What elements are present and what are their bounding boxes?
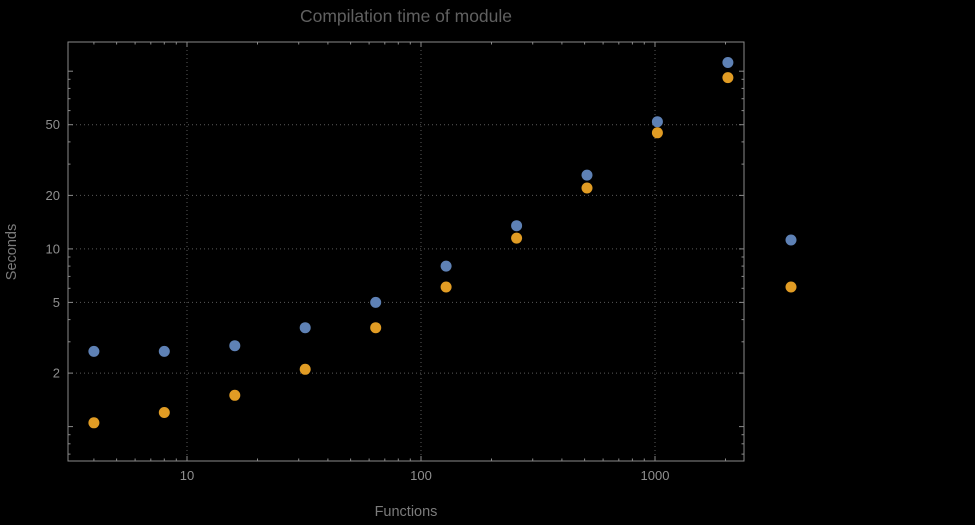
gridlines: [68, 42, 744, 461]
data-point-series-2: [229, 389, 241, 401]
data-point-series-1: [88, 345, 100, 357]
data-point-series-2: [88, 417, 100, 429]
x-axis-label: Functions: [375, 504, 438, 520]
y-tick-label: 20: [46, 188, 60, 203]
data-point-series-1: [440, 260, 452, 272]
data-point-series-2: [440, 281, 452, 293]
y-tick-label: 50: [46, 117, 60, 132]
y-tick-label: 10: [46, 241, 60, 256]
y-tick-label: 5: [53, 295, 60, 310]
plot-frame: [67, 41, 745, 462]
data-point-series-1: [229, 340, 241, 352]
y-axis-label: Seconds: [4, 224, 20, 280]
chart-title: Compilation time of module: [300, 6, 512, 26]
data-point-series-2: [158, 407, 170, 418]
data-point-series-1: [511, 220, 523, 232]
data-points: [88, 57, 734, 429]
data-point-series-2: [581, 182, 593, 194]
axis-ticks: [68, 42, 744, 461]
x-tick-label: 100: [410, 468, 432, 483]
legend-marker-series-1: [785, 234, 797, 246]
data-point-series-2: [370, 322, 382, 334]
data-point-series-1: [581, 169, 593, 181]
x-tick-label: 10: [180, 468, 194, 483]
legend: [785, 234, 797, 293]
data-point-series-2: [511, 232, 523, 244]
data-point-series-2: [299, 363, 311, 375]
data-point-series-2: [651, 127, 663, 139]
frame-group: [67, 41, 745, 462]
legend-marker-series-2: [785, 281, 797, 293]
data-point-series-2: [722, 72, 734, 84]
data-point-series-1: [299, 322, 311, 334]
data-point-series-1: [158, 345, 170, 357]
y-tick-label: 2: [53, 366, 60, 381]
tick-labels: 10 100 1000 2 5 10 20 50: [46, 117, 670, 483]
data-point-series-1: [651, 116, 663, 128]
data-point-series-1: [370, 296, 382, 308]
x-tick-label: 1000: [641, 468, 670, 483]
data-point-series-1: [722, 57, 734, 68]
